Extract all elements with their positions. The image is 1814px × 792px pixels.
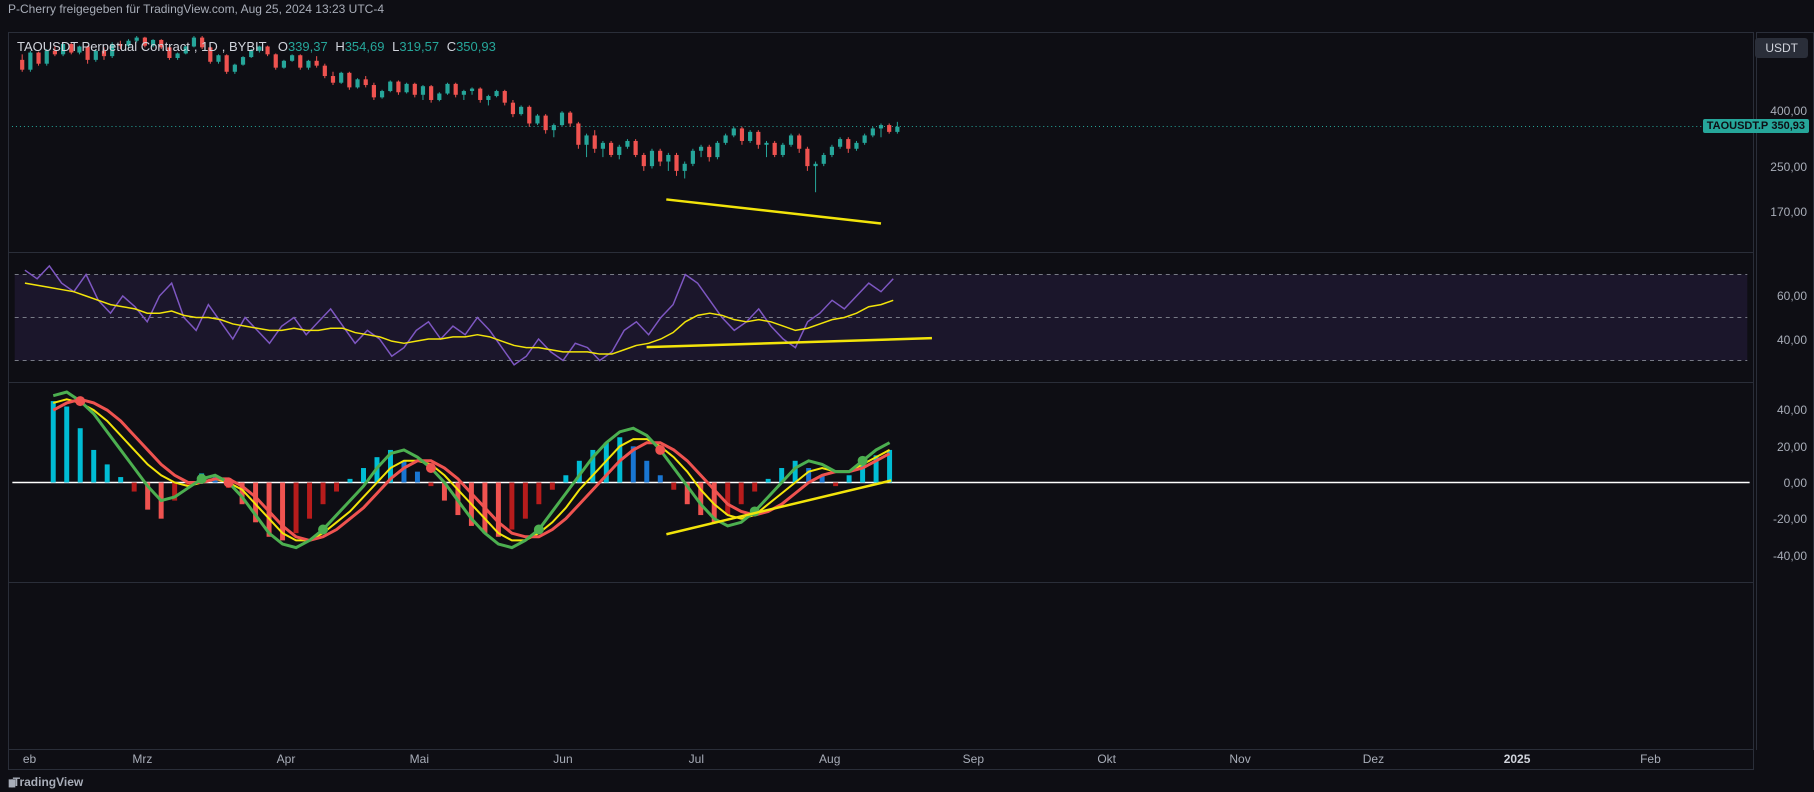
symbol-legend: TAOUSDT Perpetual Contract, 1D, BYBIT O3… [17,39,500,54]
chart-area: TAOUSDT Perpetual Contract, 1D, BYBIT O3… [8,32,1754,750]
price-chart-svg [9,33,1753,252]
tradingview-watermark: TradingView [8,775,83,789]
rsi-chart-svg [9,253,1753,382]
price-pane[interactable]: TAOUSDT Perpetual Contract, 1D, BYBIT O3… [9,33,1753,253]
spacer-pane [9,583,1753,749]
time-axis[interactable]: ebMrzAprMaiJunJulAugSepOktNovDez2025Feb [8,750,1754,770]
macd-chart-svg [9,383,1753,582]
attribution-text: P-Cherry freigegeben für TradingView.com… [0,0,1814,22]
macd-pane[interactable] [9,383,1753,583]
rsi-pane[interactable] [9,253,1753,383]
price-axis[interactable]: 400,00250,00170,00TAOUSDT.P 350,9360,004… [1756,32,1814,750]
